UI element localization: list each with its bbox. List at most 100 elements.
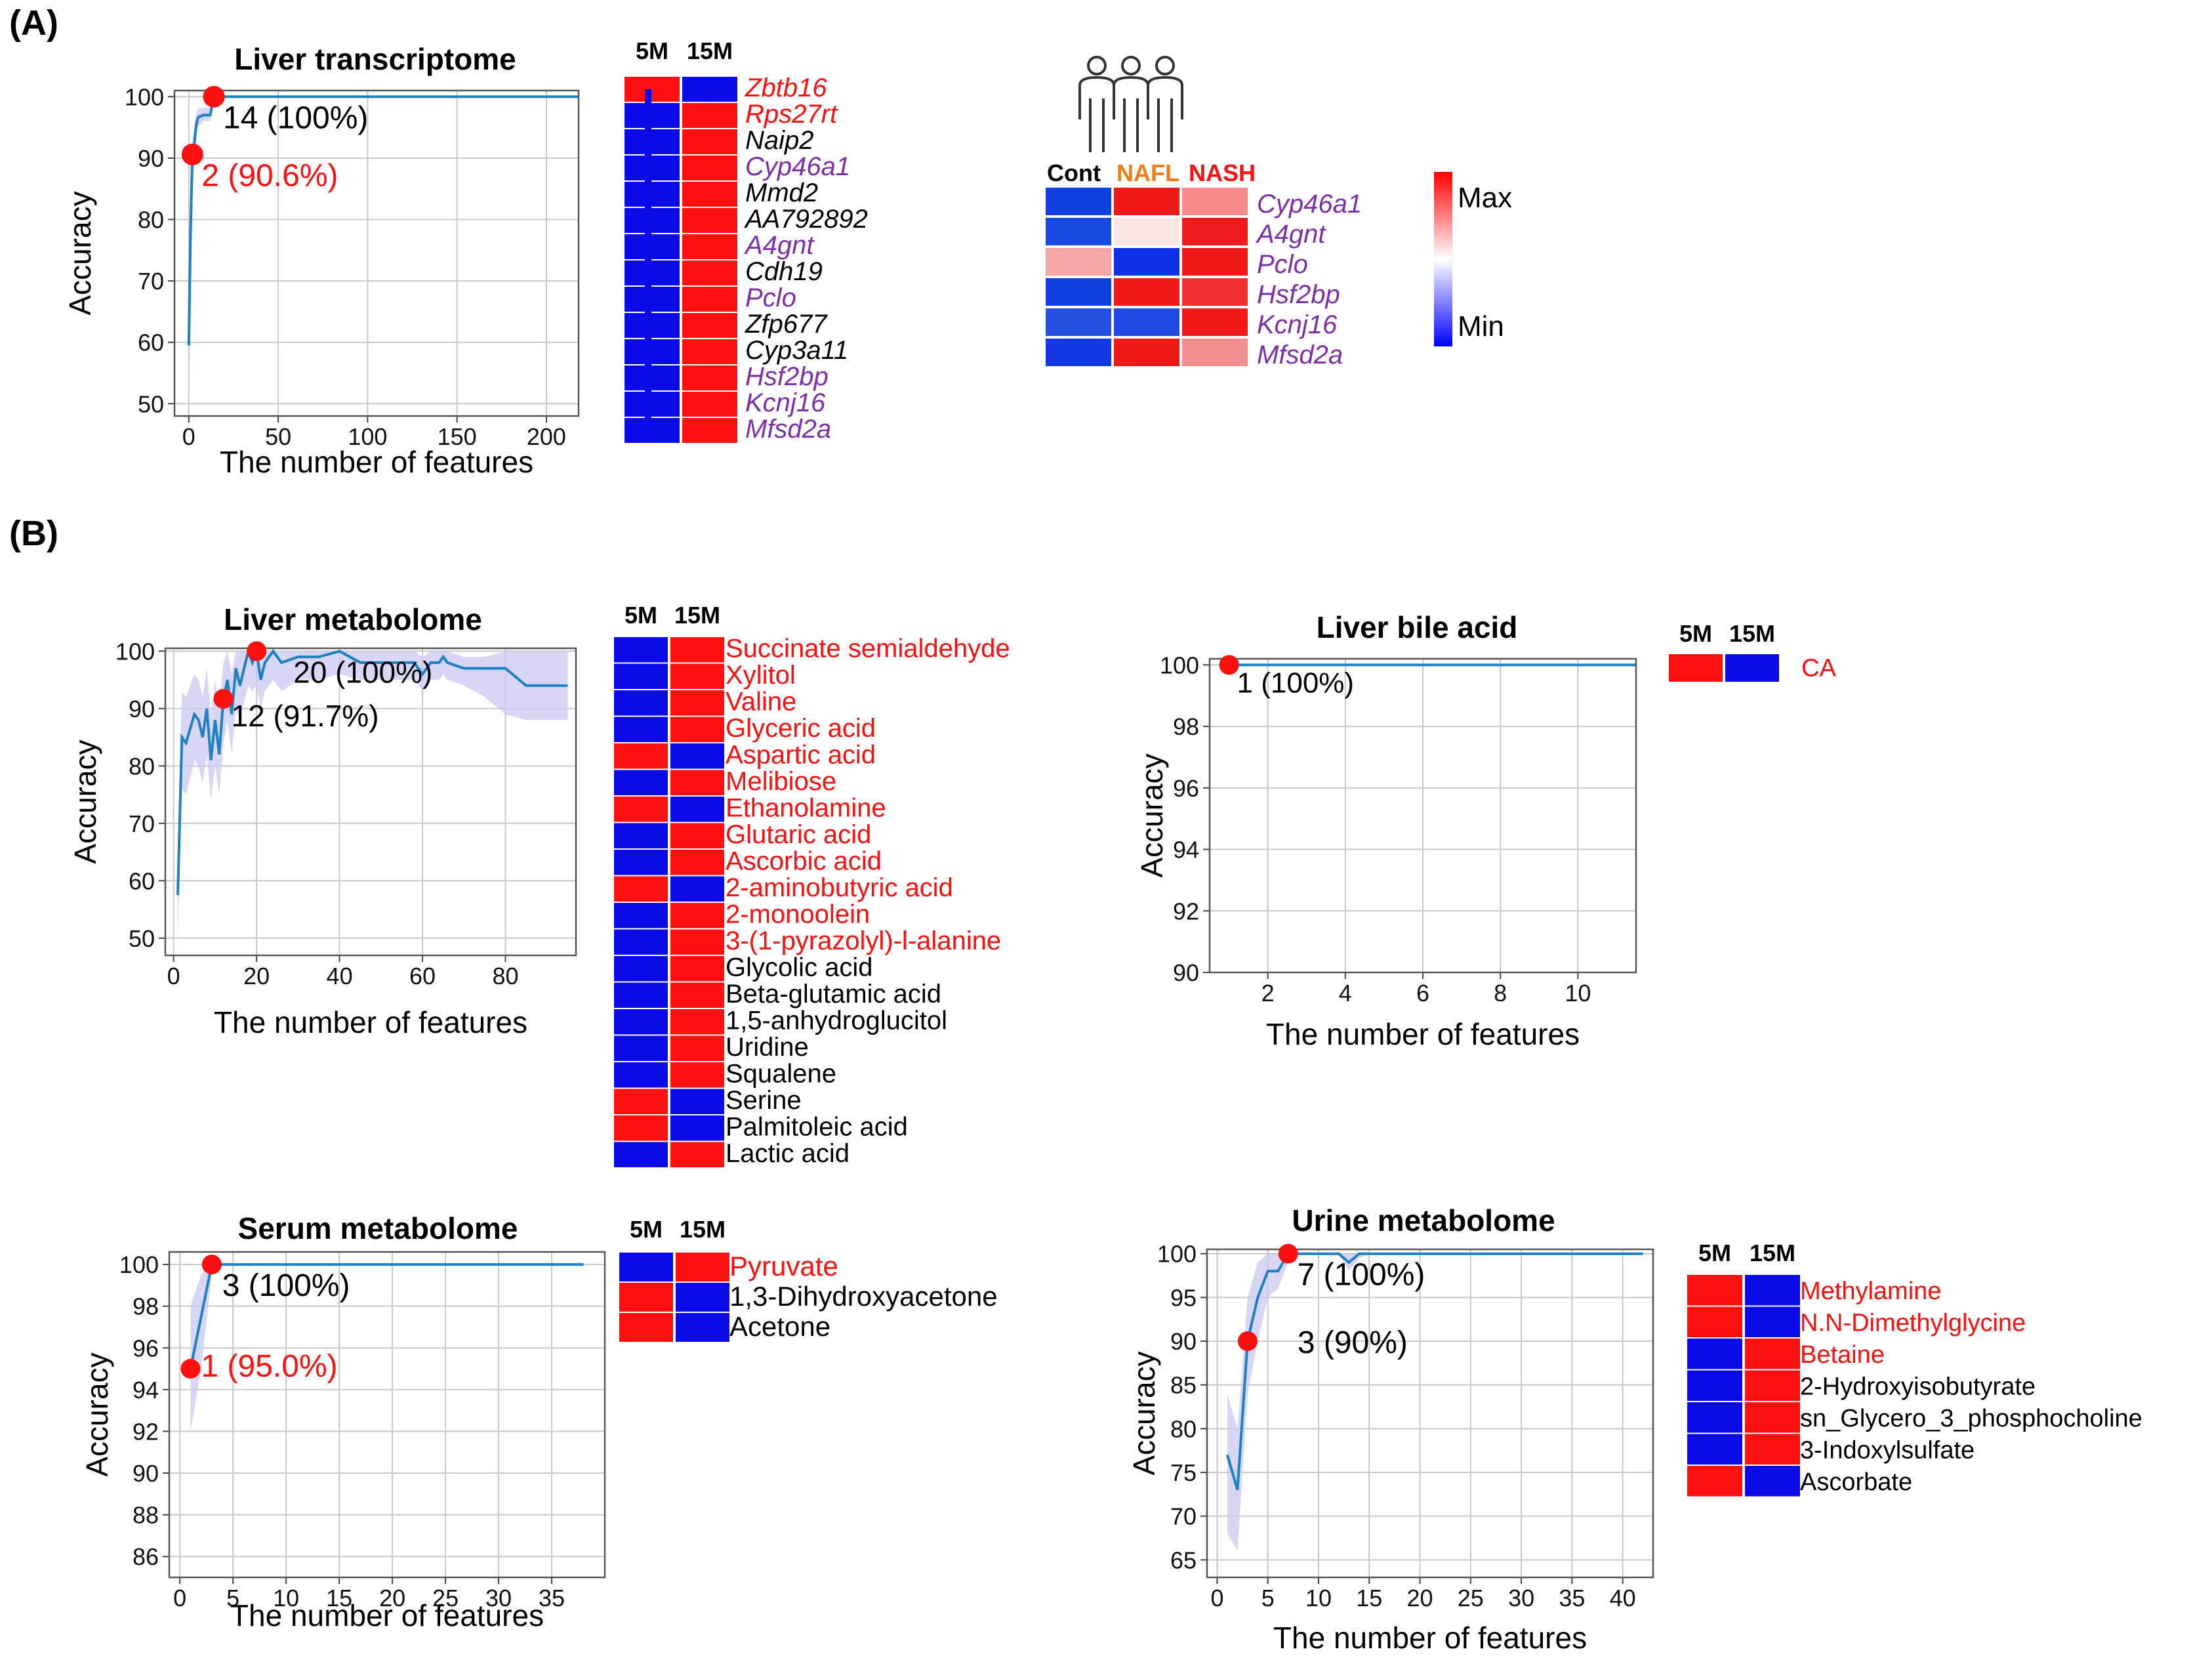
row-label: Uridine bbox=[726, 1033, 809, 1062]
cohort-cell bbox=[1182, 188, 1248, 215]
heatmap-cell bbox=[625, 129, 680, 154]
cohort-row-label: Kcnj16 bbox=[1257, 310, 1338, 339]
x-tick-label: 60 bbox=[409, 963, 436, 989]
x-tick-label: 20 bbox=[243, 963, 270, 989]
highlight-point bbox=[247, 641, 267, 661]
heatmap-cell bbox=[670, 637, 724, 663]
cohort-cell bbox=[1046, 339, 1111, 366]
heatmap-cell bbox=[1745, 1434, 1800, 1465]
x-tick-label: 40 bbox=[1610, 1585, 1636, 1612]
chart-liver-metabolome: Liver metabolome 0 20 40 60 80 50 60 70 80 90 100 20… bbox=[68, 602, 577, 1039]
point-label: 3 (100%) bbox=[222, 1268, 350, 1303]
heatmap-cell bbox=[670, 690, 724, 716]
heatmap-cell bbox=[682, 365, 737, 390]
heatmap-cell bbox=[614, 1115, 668, 1141]
x-tick-label: 20 bbox=[1407, 1585, 1433, 1612]
highlight-point bbox=[181, 143, 203, 165]
chart-title: Urine metabolome bbox=[1292, 1203, 1555, 1238]
point-label: 7 (100%) bbox=[1298, 1258, 1425, 1293]
heatmap-cell bbox=[625, 392, 680, 417]
y-tick-label: 85 bbox=[1170, 1372, 1197, 1399]
heatmap-cell bbox=[1745, 1402, 1800, 1433]
heatmap-cell bbox=[670, 797, 724, 822]
y-tick-label: 92 bbox=[133, 1418, 159, 1445]
row-label: Kcnj16 bbox=[745, 388, 826, 417]
heatmap-cell bbox=[625, 418, 680, 443]
cohort-row-label: Hsf2bp bbox=[1257, 280, 1340, 309]
group-header: Cont bbox=[1047, 159, 1101, 186]
row-label: Valine bbox=[726, 688, 796, 717]
x-tick-label: 30 bbox=[485, 1585, 512, 1612]
row-label: 2-aminobutyric acid bbox=[726, 873, 953, 902]
x-axis-label: The number of features bbox=[1273, 1621, 1587, 1655]
heatmap-cell bbox=[614, 823, 668, 848]
row-label: Mmd2 bbox=[745, 178, 818, 207]
cohort-cell bbox=[1114, 188, 1179, 215]
heatmap-cell bbox=[625, 313, 680, 338]
confidence-band bbox=[178, 651, 568, 938]
heatmaps: 5M 15MZbtb16Rps27rtNaip2Cyp46a1Mmd2AA7928… bbox=[614, 37, 2142, 1497]
column-header: 5M bbox=[636, 37, 668, 64]
y-axis-label: Accuracy bbox=[63, 191, 97, 315]
row-label: Xylitol bbox=[726, 661, 796, 690]
y-tick-label: 90 bbox=[138, 145, 164, 172]
x-tick-label: 15 bbox=[326, 1585, 352, 1612]
cohort-heatmap: Cont NAFL NASHCyp46a1A4gntPcloHsf2bpKcnj16… bbox=[1046, 56, 1512, 369]
x-tick-label: 15 bbox=[1356, 1585, 1382, 1612]
heatmap-cell bbox=[614, 663, 668, 689]
row-label: Glyceric acid bbox=[726, 714, 876, 743]
heatmap-cell bbox=[625, 208, 680, 233]
row-label: 3-Indoxylsulfate bbox=[1800, 1436, 1975, 1464]
row-label: Lactic acid bbox=[726, 1139, 850, 1168]
x-tick-label: 0 bbox=[167, 963, 180, 989]
y-tick-label: 94 bbox=[1173, 837, 1199, 863]
person-body-icon bbox=[1113, 75, 1149, 152]
cohort-cell bbox=[1114, 218, 1179, 245]
cohort-row-label: Mfsd2a bbox=[1257, 341, 1343, 369]
y-tick-label: 80 bbox=[138, 207, 164, 234]
cohort-cell bbox=[1182, 339, 1248, 366]
y-tick-label: 70 bbox=[129, 810, 155, 837]
x-axis-label: The number of features bbox=[220, 445, 533, 479]
point-label: 12 (91.7%) bbox=[232, 699, 379, 733]
row-label: Hsf2bp bbox=[745, 362, 829, 391]
row-label: Methylamine bbox=[1800, 1278, 1941, 1305]
chart-liver-transcriptome: Liver transcriptome 0 50 100 150 200 50 60 70 80 9… bbox=[63, 42, 580, 479]
heatmap-cell bbox=[1687, 1370, 1742, 1401]
heatmap-cell bbox=[1687, 1306, 1742, 1337]
heatmap-transcriptome-heatmap: 5M 15M Zbtb16Rps27rtNaip2Cyp46a1Mmd2AA7928… bbox=[625, 37, 868, 444]
plot-border bbox=[1206, 1248, 1654, 1579]
heatmap-cell bbox=[670, 1062, 724, 1088]
chart-title: Serum metabolome bbox=[238, 1211, 518, 1245]
heatmap-cell bbox=[625, 234, 680, 259]
highlight-point bbox=[1219, 655, 1239, 675]
y-tick-label: 80 bbox=[1170, 1415, 1197, 1442]
heatmap-cell bbox=[614, 743, 668, 769]
heatmap-cell bbox=[670, 982, 724, 1008]
heatmap-cell bbox=[614, 1062, 668, 1088]
heatmap-cell bbox=[682, 418, 737, 443]
x-tick-label: 0 bbox=[1210, 1585, 1223, 1612]
chart-title: Liver transcriptome bbox=[234, 42, 516, 76]
x-tick-label: 10 bbox=[1305, 1585, 1332, 1612]
heatmap-cell bbox=[1745, 1306, 1800, 1337]
x-tick-label: 5 bbox=[226, 1585, 239, 1612]
heatmap-cell bbox=[670, 903, 724, 928]
y-tick-label: 95 bbox=[1170, 1284, 1197, 1311]
row-label: Cdh19 bbox=[745, 257, 823, 286]
point-label: 2 (90.6%) bbox=[201, 158, 338, 193]
heatmap-cell bbox=[682, 313, 737, 338]
row-label: Serine bbox=[726, 1086, 802, 1115]
person-body-icon bbox=[1078, 75, 1115, 152]
cohort-cell bbox=[1114, 278, 1179, 306]
heatmap-cell bbox=[1745, 1275, 1800, 1306]
x-tick-label: 100 bbox=[348, 423, 387, 450]
heatmap-cell bbox=[670, 1035, 724, 1061]
x-tick-label: 8 bbox=[1494, 980, 1507, 1007]
heatmap-cell bbox=[682, 182, 737, 207]
y-tick-label: 100 bbox=[115, 638, 155, 665]
heatmap-cell bbox=[670, 823, 724, 848]
cohort-row-label: Cyp46a1 bbox=[1257, 190, 1362, 218]
cohort-cell bbox=[1046, 218, 1111, 245]
y-tick-label: 100 bbox=[1157, 1241, 1197, 1268]
